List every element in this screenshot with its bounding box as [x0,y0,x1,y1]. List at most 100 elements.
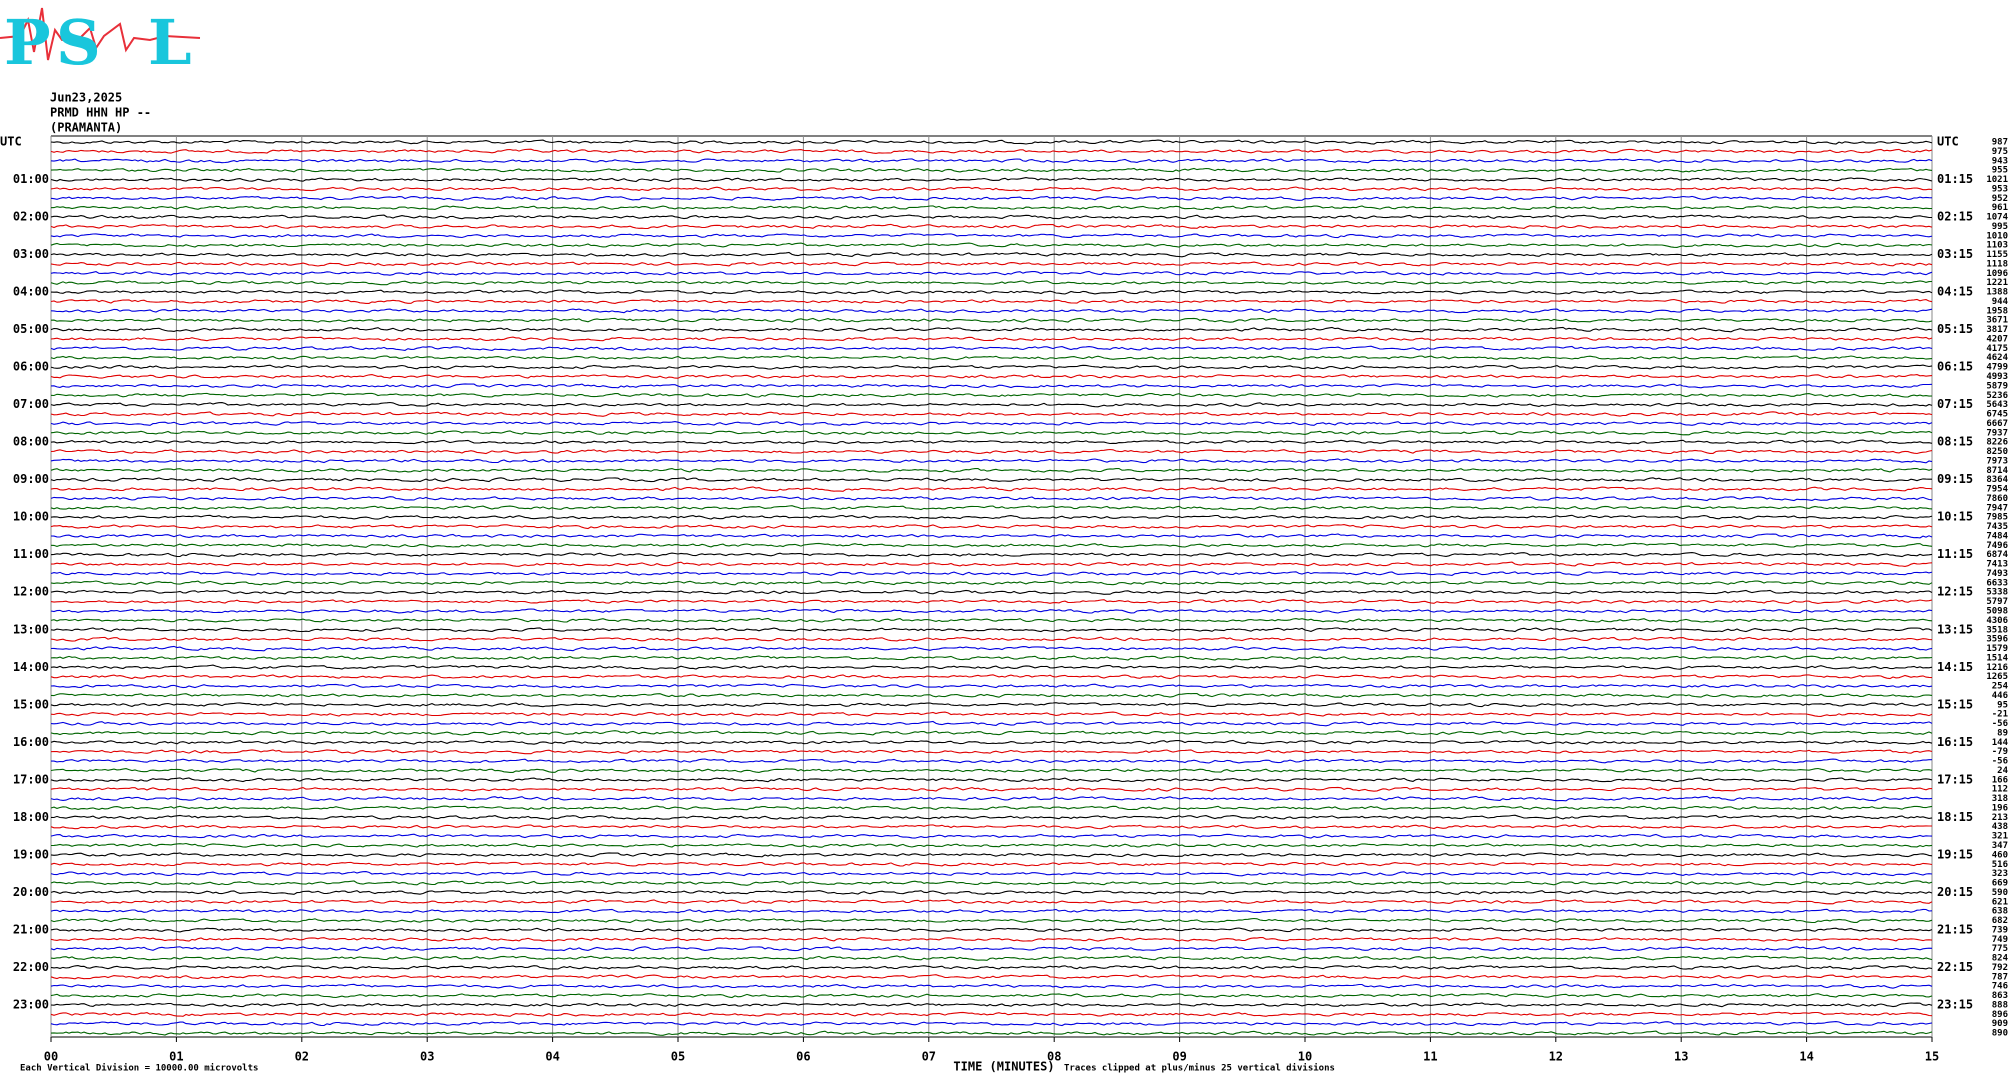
row-value: 961 [1992,203,2008,213]
right-time-label: 11:15 [1937,547,1973,561]
row-value: 7985 [1986,513,2008,523]
row-value: 888 [1992,1000,2008,1010]
trace [50,608,1933,614]
row-value: 438 [1992,822,2008,832]
trace [50,552,1933,558]
x-tick-label: 09 [1172,1050,1186,1064]
row-value: -21 [1992,710,2008,720]
left-time-label: 08:00 [13,435,49,449]
right-time-label: 17:15 [1937,772,1973,786]
row-value: 5643 [1986,400,2008,410]
trace [50,308,1933,314]
row-value: 323 [1992,869,2008,879]
trace [50,917,1933,924]
left-time-label: 12:00 [13,585,49,599]
trace [50,401,1933,408]
row-value: 890 [1992,1029,2008,1039]
trace [50,664,1933,670]
right-time-label: 05:15 [1937,322,1973,336]
row-value: 4306 [1986,616,2008,626]
trace [50,824,1932,830]
trace [50,186,1933,192]
logo-letter: L [148,6,192,79]
right-time-label: 01:15 [1937,172,1973,186]
row-value: 669 [1992,879,2008,889]
trace [50,890,1933,895]
trace [50,692,1933,698]
trace [50,777,1933,783]
x-tick-label: 06 [796,1050,810,1064]
row-value: 1958 [1986,306,2008,316]
trace [50,524,1933,530]
row-value: 4799 [1986,363,2008,373]
trace [50,880,1933,886]
trace [51,758,1932,764]
trace [50,805,1933,811]
right-time-label: 18:15 [1937,810,1973,824]
row-value: 3671 [1986,316,2008,326]
row-value: 7493 [1986,569,2008,579]
right-time-label: 06:15 [1937,360,1973,374]
left-time-label: 13:00 [13,622,49,636]
left-time-label: 22:00 [13,960,49,974]
row-value: 1216 [1986,663,2008,673]
trace [50,195,1933,201]
right-time-label: 22:15 [1937,960,1973,974]
row-value: 1265 [1986,672,2008,682]
trace [50,298,1933,304]
row-value: 909 [1992,1019,2008,1029]
location: (PRAMANTA) [50,121,122,135]
left-time-label: 16:00 [13,735,49,749]
row-value: 955 [1992,166,2008,176]
right-time-label: 08:15 [1937,435,1973,449]
trace [50,570,1933,577]
trace [50,1030,1933,1036]
row-value: 321 [1992,832,2008,842]
trace [50,374,1933,379]
row-value: -79 [1992,747,2008,757]
right-time-label: 03:15 [1937,247,1973,261]
trace [50,251,1933,258]
left-time-label: UTC [0,135,22,149]
right-time-label: 21:15 [1937,922,1973,936]
right-time-label: UTC [1937,135,1959,149]
trace [50,861,1933,867]
left-time-label: 21:00 [13,922,49,936]
row-value: 787 [1992,972,2008,982]
trace [50,148,1933,154]
row-value: 739 [1992,925,2008,935]
row-value: 112 [1992,785,2008,795]
trace [50,964,1933,971]
trace [50,599,1933,605]
trace [50,280,1933,286]
row-value: 8226 [1986,438,2008,448]
x-tick-label: 08 [1047,1050,1061,1064]
trace [50,167,1933,173]
trace [50,139,1933,145]
trace [50,158,1933,164]
trace [50,514,1933,520]
x-tick-label: 12 [1549,1050,1563,1064]
left-time-label: 18:00 [13,810,49,824]
right-time-label: 23:15 [1937,997,1973,1011]
row-value: 995 [1992,222,2008,232]
trace [50,683,1933,689]
trace [50,842,1933,848]
trace [50,617,1933,623]
row-value: 953 [1992,184,2008,194]
row-value: 318 [1992,794,2008,804]
left-time-label: 11:00 [13,547,49,561]
trace [50,655,1933,661]
trace [50,627,1933,633]
row-value: 5098 [1986,607,2008,617]
x-tick-label: 02 [295,1050,309,1064]
row-value: 516 [1992,860,2008,870]
row-value: 254 [1992,682,2009,692]
row-value: 95 [1997,700,2008,710]
x-tick-label: 14 [1799,1050,1813,1064]
left-time-label: 06:00 [13,360,49,374]
row-value: 3596 [1986,635,2008,645]
row-value: 975 [1992,147,2008,157]
row-value: 746 [1992,982,2008,992]
x-tick-label: 15 [1925,1050,1939,1064]
